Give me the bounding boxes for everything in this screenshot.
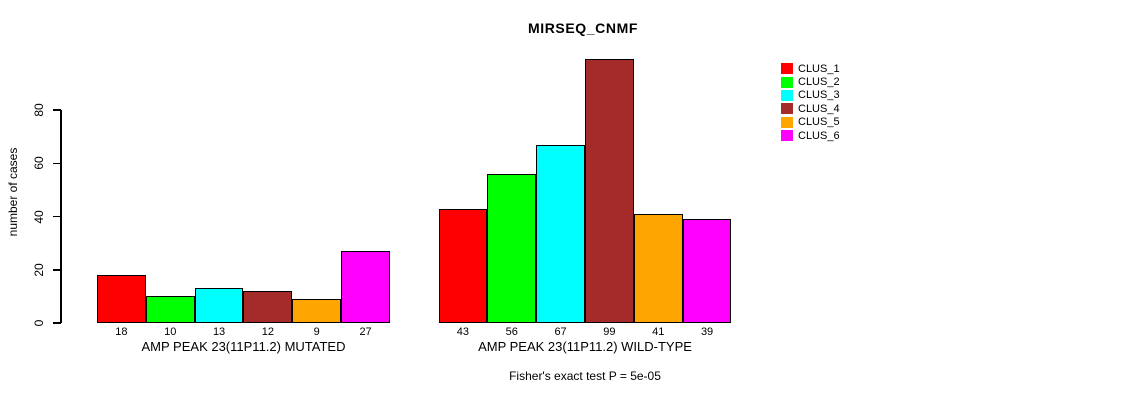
legend: CLUS_1 CLUS_2 CLUS_3 CLUS_4 CLUS_5 CLUS_6 [781,62,840,142]
legend-label: CLUS_6 [798,129,840,142]
chart-subtitle: Fisher's exact test P = 5e-05 [509,369,661,383]
bar-value-label: 56 [505,326,518,338]
legend-swatch-icon [781,116,793,128]
bar-clus_5-group2 [633,213,683,323]
y-tick-label: 80 [32,103,46,117]
legend-item-clus_3: CLUS_3 [781,89,840,102]
y-tick-mark [53,162,61,164]
bar-clus_3-group2 [536,144,585,323]
bar-clus_6-group1 [341,251,390,323]
y-tick-label: 60 [32,156,46,170]
legend-label: CLUS_2 [798,76,840,89]
bar-clus_4-group1 [243,291,293,323]
bar-clus_1-group2 [438,208,488,323]
bar-value-label: 12 [261,326,275,338]
bar-value-label: 18 [115,326,128,338]
legend-label: CLUS_4 [798,102,840,115]
bar-value-label: 10 [164,326,177,338]
bar-clus_3-group1 [194,288,244,323]
bar-clus_2-group1 [145,296,195,323]
y-tick-label: 20 [32,263,46,277]
legend-item-clus_2: CLUS_2 [781,75,840,88]
y-axis-label: number of cases [6,147,20,237]
bar-value-label: 43 [456,326,470,338]
chart-title: MIRSEQ_CNMF [527,20,639,36]
legend-item-clus_4: CLUS_4 [781,102,840,115]
bar-value-label: 13 [212,326,226,338]
y-tick-mark [53,215,61,218]
legend-item-clus_1: CLUS_1 [781,62,840,75]
bar-clus_2-group2 [487,173,537,323]
legend-swatch-icon [781,89,793,101]
group-label-wildtype: AMP PEAK 23(11P11.2) WILD-TYPE [478,339,692,354]
legend-item-clus_5: CLUS_5 [781,116,840,129]
legend-swatch-icon [781,76,793,88]
y-tick-mark [53,269,61,271]
bar-value-label: 41 [652,326,665,338]
bar-clus_6-group2 [682,219,732,323]
bar-value-label: 9 [313,326,320,338]
bar-value-label: 67 [554,326,567,338]
legend-label: CLUS_1 [798,62,840,75]
y-tick-label: 0 [32,319,46,327]
y-tick-mark [53,322,61,324]
y-tick-mark [53,109,61,111]
legend-swatch-icon [781,130,793,142]
legend-swatch-icon [781,103,793,115]
bar-value-label: 27 [359,326,372,338]
legend-swatch-icon [781,63,793,75]
bar-clus_4-group2 [584,59,634,323]
bar-value-label: 99 [603,326,616,338]
bar-clus_5-group1 [292,299,342,323]
legend-label: CLUS_5 [798,116,840,129]
group-label-mutated: AMP PEAK 23(11P11.2) MUTATED [141,339,346,354]
bar-clus_1-group1 [97,275,146,323]
legend-item-clus_6: CLUS_6 [781,129,840,142]
bar-value-label: 39 [700,326,714,338]
y-tick-label: 40 [32,209,46,224]
legend-label: CLUS_3 [798,89,840,102]
